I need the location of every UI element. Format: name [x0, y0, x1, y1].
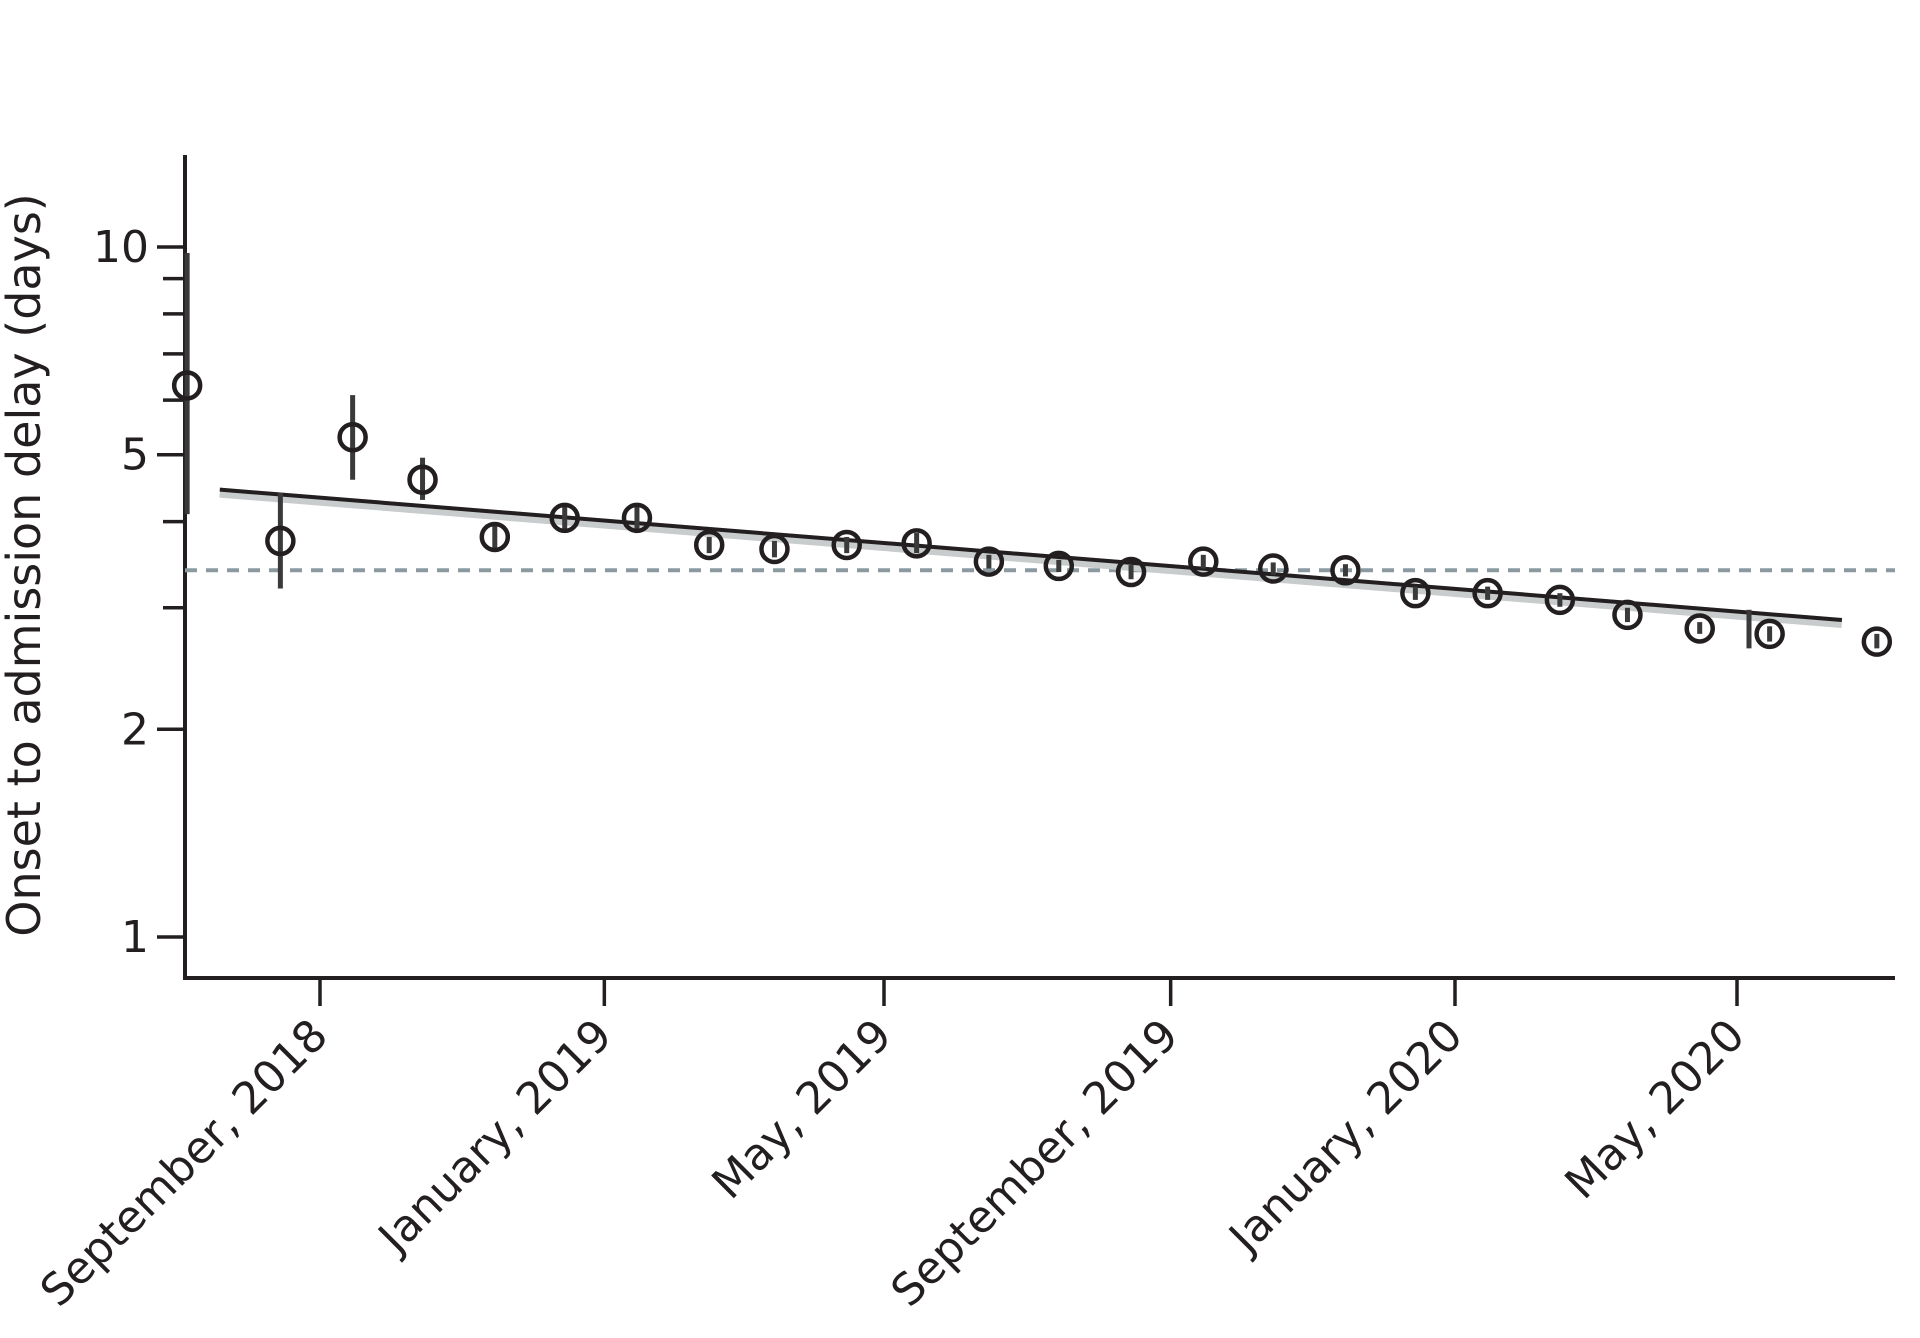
data-point [407, 464, 438, 495]
data-point [549, 502, 580, 534]
data-point [1612, 599, 1643, 631]
data-point [337, 421, 368, 453]
data-point [1400, 577, 1431, 609]
x-tick-label: January, 2019 [367, 1010, 622, 1265]
axes [183, 155, 1895, 980]
data-points [171, 370, 1893, 657]
data-point [1544, 584, 1576, 616]
x-tick-label: May, 2020 [1555, 1010, 1754, 1209]
data-point [693, 529, 725, 561]
data-point [901, 528, 932, 559]
data-point [1257, 553, 1289, 584]
y-axis-label: Onset to admission delay (days) [0, 193, 51, 936]
error-bars [184, 253, 1880, 649]
y-tick-label: 2 [121, 704, 149, 755]
data-point [171, 370, 203, 401]
y-tick-label: 10 [93, 222, 149, 273]
data-point [1043, 550, 1075, 582]
data-point [1188, 546, 1219, 577]
data-point [973, 546, 1005, 577]
data-point [1861, 626, 1893, 657]
data-point [1472, 577, 1503, 609]
data-point [1115, 556, 1147, 588]
x-axis-ticks: September, 2018 January, 2019 May, 2019Sep… [31, 978, 1755, 1317]
x-tick-label: September, 2019 [881, 1010, 1188, 1317]
data-point [621, 502, 653, 534]
data-point [759, 533, 790, 565]
y-axis-ticks: 1 2 5 10 [93, 222, 185, 963]
y-tick-label: 5 [121, 430, 149, 481]
data-point [1330, 555, 1361, 586]
data-point [1684, 613, 1715, 644]
data-point [1754, 618, 1785, 650]
data-point [831, 529, 862, 561]
x-tick-label: January, 2020 [1218, 1010, 1473, 1265]
x-tick-label: May, 2019 [702, 1010, 901, 1209]
trend-confidence-band [219, 487, 1843, 629]
trend-line [219, 487, 1843, 623]
x-tick-label: September, 2018 [31, 1010, 338, 1317]
trend-line-group [219, 487, 1843, 629]
y-tick-label: 1 [121, 912, 149, 963]
data-point [479, 521, 511, 553]
data-point [265, 525, 296, 557]
